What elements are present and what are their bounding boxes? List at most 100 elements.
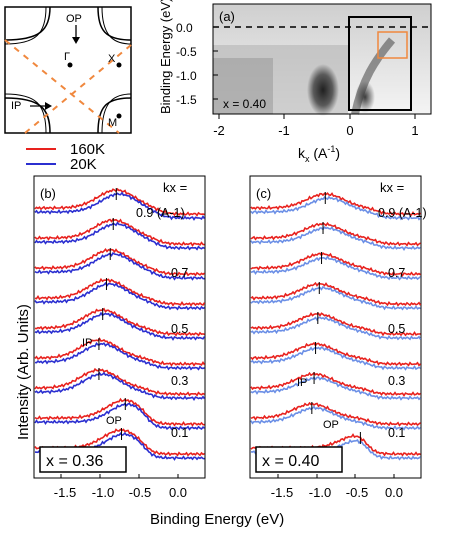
edc-curve — [34, 252, 205, 281]
m-point — [116, 113, 122, 119]
edc-curve — [250, 225, 421, 251]
edc-curve — [34, 277, 206, 307]
xtick: -1.0 — [92, 485, 114, 500]
edc-curve — [34, 187, 205, 217]
panel-b-kx-header: kx = — [163, 180, 187, 195]
panel-c-doping: x = 0.40 — [262, 453, 319, 470]
edc-curve — [250, 401, 421, 427]
panel-b-ip-label: IP — [82, 337, 92, 349]
edc-curve — [250, 376, 422, 401]
edc-curve — [34, 311, 206, 341]
legend-label-20k: 20K — [70, 156, 97, 173]
panel-c-ip-label: IP — [297, 377, 307, 389]
panel-b-label: (b) — [40, 186, 56, 201]
edc-curve — [250, 195, 422, 221]
edc-curve — [34, 402, 205, 431]
xtick: -0.5 — [129, 485, 151, 500]
panel-a-doping: x = 0.40 — [223, 97, 266, 111]
edc-curve — [34, 247, 205, 277]
edc-curve — [34, 371, 206, 401]
op-arrowhead — [72, 37, 80, 44]
panel-c-op-label: OP — [323, 419, 339, 431]
kx-label: 0.9 (A-1) — [378, 206, 427, 220]
xtick: -1 — [278, 123, 290, 138]
edc-curve — [34, 281, 205, 311]
kx-label: 0.5 — [171, 322, 188, 336]
edc-curve — [250, 405, 421, 431]
xtick: -1.5 — [54, 485, 76, 500]
ip-label: IP — [11, 100, 21, 112]
panel-a-label: (a) — [219, 9, 235, 24]
ytick: 0.0 — [176, 21, 193, 35]
edc-curve — [34, 397, 205, 427]
panel-a-frame — [212, 3, 432, 115]
gamma-label: Γ — [64, 51, 70, 63]
edc-curve — [34, 191, 206, 221]
edc-curve — [34, 367, 205, 397]
xtick: -2 — [213, 123, 225, 138]
edc-curve — [250, 312, 421, 337]
kx-label: 0.3 — [171, 374, 188, 388]
panel-c: (c) x = 0.40 kx = 0.9 (A-1) 0.7 0.5 0.3 … — [249, 175, 427, 500]
panel-a-ylabel: Binding Energy (eV) — [158, 0, 173, 114]
ytick: -1.0 — [176, 69, 197, 83]
edc-curve — [34, 221, 205, 251]
panel-c-kx-header: kx = — [380, 180, 404, 195]
panel-b-xticks: -1.5 -1.0 -0.5 0.0 — [54, 485, 187, 500]
edc-curve — [250, 371, 421, 397]
xtick: -1.0 — [309, 485, 331, 500]
panel-a-xticks: -2 -1 0 1 — [213, 123, 418, 138]
panel-a: (a) x = 0.40 0.0 -0.5 -1.0 -1.5 -2 -1 0 … — [158, 0, 432, 164]
panel-b-op-label: OP — [106, 415, 122, 427]
ip-arrowhead — [45, 102, 52, 110]
x-label: X — [108, 53, 116, 65]
panel-a-yticks: 0.0 -0.5 -1.0 -1.5 — [176, 21, 197, 107]
op-label: OP — [66, 13, 82, 25]
kx-label: 0.3 — [388, 374, 405, 388]
fermi-surface-inset: OP Γ X M IP — [4, 6, 132, 134]
intensity-ylabel: Intensity (Arb. Units) — [15, 304, 32, 440]
edc-curve — [250, 346, 421, 371]
edc-curve — [250, 341, 422, 367]
edc-curve — [250, 192, 421, 217]
legend-label-160k: 160K — [70, 141, 105, 158]
edc-curve — [250, 255, 421, 281]
ytick: -1.5 — [176, 93, 197, 107]
edc-curve — [34, 218, 205, 247]
gamma-point — [67, 62, 73, 68]
orange-box — [377, 31, 408, 59]
kx-label: 0.7 — [171, 266, 188, 280]
panel-c-kx-labels: 0.9 (A-1) 0.7 0.5 0.3 0.1 — [378, 206, 427, 440]
panel-b-frame — [33, 175, 206, 479]
band-dispersion-1 — [307, 64, 339, 116]
edc-curve — [250, 285, 421, 311]
edc-curve — [34, 341, 205, 371]
xtick: -0.5 — [346, 485, 368, 500]
kx-label: 0.9 (A-1) — [136, 206, 185, 220]
kx-label: 0.1 — [171, 426, 188, 440]
binding-energy-xlabel: Binding Energy (eV) — [150, 511, 284, 528]
kx-label: 0.7 — [388, 266, 405, 280]
cut-line-1 — [4, 39, 120, 134]
edc-curve — [250, 252, 421, 277]
fermi-surface-arcs-inner — [4, 6, 132, 134]
panel-b-kx-labels: 0.9 (A-1) 0.7 0.5 0.3 0.1 — [136, 206, 188, 440]
edc-curve — [250, 316, 422, 341]
panel-b: (b) x = 0.36 kx = 0.9 (A-1) 0.7 0.5 0.3 … — [33, 175, 206, 500]
m-label: M — [108, 117, 117, 129]
panel-b-doping: x = 0.36 — [46, 453, 103, 470]
ytick: -0.5 — [176, 45, 197, 59]
xtick: 1 — [411, 123, 418, 138]
xtick: 0 — [346, 123, 353, 138]
panel-c-frame — [249, 175, 422, 479]
panel-c-xticks: -1.5 -1.0 -0.5 0.0 — [271, 485, 403, 500]
panel-a-xlabel: kx (A-1) — [298, 144, 340, 164]
panel-c-doping-box — [255, 446, 343, 473]
kx-label: 0.1 — [388, 426, 405, 440]
xtick: 0.0 — [169, 485, 187, 500]
panel-c-label: (c) — [256, 186, 271, 201]
legend: 160K 20K — [26, 141, 105, 173]
inset-frame — [4, 6, 132, 134]
edc-curve — [34, 307, 205, 337]
